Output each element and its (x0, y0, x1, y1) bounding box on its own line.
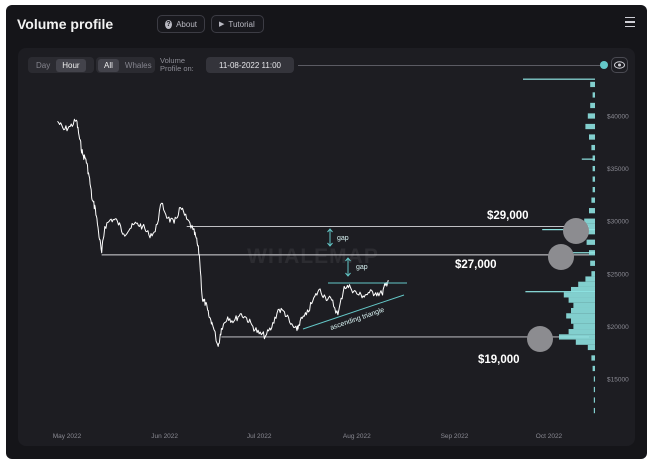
volume-profile-bar (587, 113, 595, 119)
y-tick-label: $15000 (607, 377, 629, 384)
y-tick-label: $35000 (607, 166, 629, 173)
date-selector[interactable]: 11-08-2022 11:00 (206, 57, 294, 73)
x-tick-label: May 2022 (53, 433, 82, 440)
volume-profile-bar (589, 134, 595, 140)
chart-panel: Day Hour All Whales Volume Profile on: 1… (18, 48, 635, 446)
volume-profile-bar (584, 218, 595, 224)
volume-profile-bar (591, 271, 595, 277)
volume-profile-label: Volume Profile on: (160, 56, 194, 73)
time-slider-handle[interactable] (600, 60, 608, 69)
volume-profile-bar (591, 355, 595, 361)
gap-arrow-head (345, 272, 351, 277)
gap-arrow-head (345, 257, 351, 262)
eye-icon (614, 61, 625, 69)
volume-profile-bar (566, 313, 595, 319)
volume-profile-bar (587, 344, 595, 351)
filter-whales[interactable]: Whales (124, 60, 152, 70)
gap-arrow-head (327, 242, 333, 247)
volume-profile-spike (523, 78, 595, 80)
price-chart: WHALEMAP $29,000$27,000$19,000gapgapasce… (53, 78, 629, 440)
volume-profile-bar (593, 376, 595, 382)
filter-all[interactable]: All (98, 58, 119, 72)
tutorial-label: Tutorial (228, 19, 255, 29)
volume-profile-spike (525, 291, 595, 293)
y-tick-label: $30000 (607, 219, 629, 226)
volume-profile-bar (575, 339, 595, 345)
volume-profile-bar (590, 102, 595, 109)
level-label: $19,000 (478, 354, 520, 366)
x-tick-label: Oct 2022 (536, 433, 563, 440)
level-marker (548, 244, 574, 270)
volume-profile-bar (592, 92, 595, 98)
x-tick-label: Jun 2022 (151, 433, 178, 440)
volume-profile-bar (590, 260, 595, 266)
triangle-support-line (302, 294, 405, 330)
volume-profile-bar (586, 239, 595, 245)
volume-profile-bar (591, 144, 595, 151)
price-line (57, 118, 389, 347)
volume-profile-bar (573, 302, 595, 308)
level-label: $29,000 (487, 210, 529, 222)
volume-profile-bar (559, 334, 595, 340)
gap-label: gap (356, 264, 368, 271)
app-title: Volume profile (17, 16, 114, 32)
volume-profile-bar (571, 318, 595, 324)
gap-label: gap (337, 235, 349, 242)
timeframe-toggle: Day Hour (28, 57, 94, 73)
info-icon: ? (165, 19, 173, 29)
volume-profile-bar (593, 397, 595, 403)
volume-profile-bar (592, 165, 595, 172)
volume-profile-bar (568, 297, 595, 303)
time-slider-track[interactable] (298, 64, 602, 66)
volume-profile-bar (563, 292, 595, 298)
volume-profile-bar (592, 176, 595, 182)
level-marker (563, 218, 589, 244)
volume-profile-bar (585, 123, 595, 130)
y-tick-label: $20000 (607, 324, 629, 331)
volume-profile-bar (590, 81, 595, 88)
volume-profile-bar (571, 307, 595, 314)
volume-profile-bar (568, 329, 595, 335)
level-marker (527, 326, 553, 352)
volume-profile-bar (592, 155, 595, 161)
menu-icon[interactable] (625, 17, 635, 29)
volume-profile-bar (592, 365, 595, 372)
x-tick-label: Aug 2022 (343, 433, 371, 440)
volume-profile-bar (593, 407, 595, 414)
gap-arrow-head (327, 228, 333, 233)
level-label: $27,000 (455, 259, 497, 271)
filter-toggle: All Whales (96, 57, 155, 73)
volume-profile-bar (573, 323, 595, 330)
volume-profile-bar (589, 208, 595, 214)
timeframe-hour[interactable]: Hour (56, 58, 86, 72)
y-tick-label: $25000 (607, 271, 629, 278)
play-icon: ▶ (219, 21, 225, 28)
volume-profile-bar (592, 187, 595, 193)
about-label: About (176, 19, 197, 29)
visibility-toggle[interactable] (611, 57, 628, 73)
volume-profile-bar (591, 197, 595, 203)
app-window: Volume profile ? About ▶ Tutorial Day Ho… (6, 5, 647, 459)
volume-profile-bar (578, 281, 595, 287)
tutorial-button[interactable]: ▶ Tutorial (211, 15, 264, 33)
volume-profile-bar (593, 386, 595, 393)
x-tick-label: Sep 2022 (441, 433, 469, 440)
volume-profile-bar (585, 276, 595, 282)
watermark: WHALEMAP (247, 245, 379, 268)
y-tick-label: $40000 (607, 114, 629, 121)
volume-profile-spike (581, 158, 595, 160)
volume-profile-bar (571, 286, 595, 293)
timeframe-day[interactable]: Day (36, 60, 51, 70)
x-tick-label: Jul 2022 (247, 433, 272, 440)
about-button[interactable]: ? About (157, 15, 205, 33)
